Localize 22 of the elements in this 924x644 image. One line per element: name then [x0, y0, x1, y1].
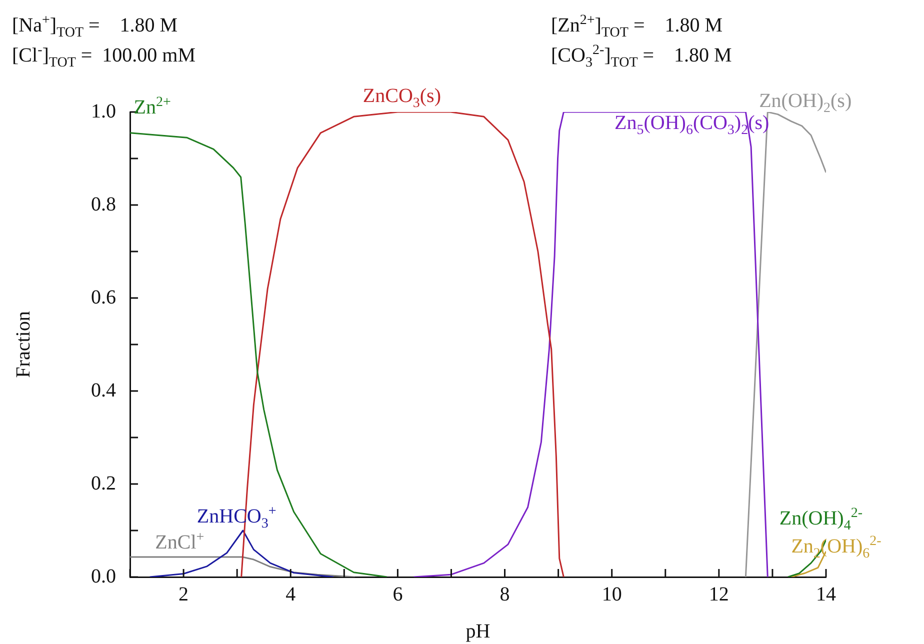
series-label: ZnCO$_{3}$(s) [362, 85, 441, 112]
y-tick-label: 0.8 [91, 193, 116, 216]
x-tick-label: 14 [816, 583, 836, 606]
x-tick-label: 4 [286, 583, 296, 606]
x-tick-label: 6 [392, 583, 403, 606]
x-tick-label: 8 [500, 583, 510, 606]
x-tick-label: 10 [602, 583, 622, 606]
y-tick-label: 1.0 [91, 100, 116, 122]
series-label: ZnCl$^{+}$ [155, 530, 204, 554]
text: [Na$^{+}$]$_{TOT}$ = 1.80 M [12, 13, 178, 41]
series-label: Zn$^{2+}$ [134, 94, 171, 118]
text: [Zn$^{2+}$]$_{TOT}$ = 1.80 M [551, 13, 722, 41]
y-tick-label: 0.4 [91, 379, 116, 402]
x-axis-title: pH [466, 620, 490, 642]
x-tick-label: 12 [708, 583, 729, 606]
text: [CO$_{3}$$^{2-}$]$_{TOT}$ = 1.80 M [551, 43, 732, 71]
y-tick-label: 0.6 [91, 286, 116, 308]
x-tick-label: 2 [178, 583, 189, 606]
text: [Cl$^{-}$]$_{TOT}$ = 100.00 mM [12, 43, 196, 71]
y-axis-title: Fraction [12, 311, 34, 378]
y-tick-label: 0.0 [91, 565, 116, 588]
y-tick-label: 0.2 [91, 472, 116, 494]
